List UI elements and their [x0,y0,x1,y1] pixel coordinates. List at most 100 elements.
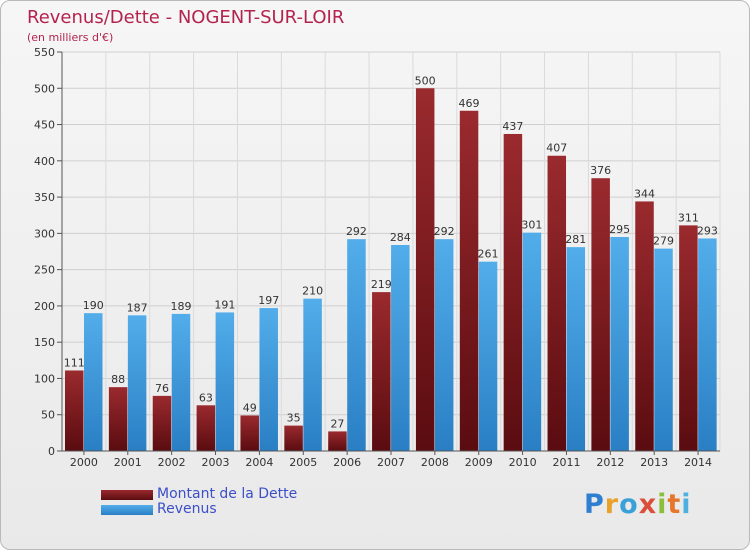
data-label-debt: 344 [634,187,655,200]
y-tick-label: 300 [34,227,55,240]
data-label-debt: 469 [459,97,480,110]
legend-swatch-debt [101,490,153,500]
bar-revenue [84,313,103,451]
data-label-debt: 219 [371,278,392,291]
y-tick-label: 550 [34,46,55,59]
chart-title: Revenus/Dette - NOGENT-SUR-LOIR [27,7,345,28]
bar-debt [284,425,303,451]
bar-revenue [259,308,278,451]
chart-subtitle: (en milliers d'€) [27,31,114,44]
x-tick-label: 2001 [114,456,142,469]
bar-revenue [478,261,498,451]
bars [65,88,717,452]
x-tick-label: 2012 [596,456,624,469]
bar-revenue [391,244,410,451]
bar-revenue [215,312,235,451]
logo-letter: i [657,489,668,520]
bar-debt [591,178,610,451]
bar-debt [108,387,128,451]
data-label-debt: 111 [64,356,85,369]
data-label-revenue: 301 [521,219,542,232]
grid [61,51,721,452]
data-label-debt: 437 [502,120,523,133]
data-label-debt: 49 [243,401,257,414]
data-label-revenue: 210 [302,285,323,298]
bar-revenue [566,247,586,451]
bar-debt [240,415,259,451]
y-tick-label: 250 [34,264,55,277]
bar-debt [328,431,347,451]
data-label-debt: 88 [111,373,125,386]
logo-letter: i [681,489,692,520]
bar-debt [415,88,435,451]
x-tick-label: 2003 [202,456,230,469]
logo-letter: P [584,489,605,520]
logo-letter: r [604,489,620,520]
data-label-debt: 500 [415,74,436,87]
bar-revenue [171,313,191,451]
data-labels: 111 190 88 187 76 189 63 191 49 197 35 210 27 292 219 2… [64,74,718,430]
x-tick-label: 2004 [245,456,273,469]
proxiti-logo: Proxiti [584,489,692,520]
y-tick-label: 350 [34,191,55,204]
bar-debt [152,395,172,451]
x-tick-label: 2007 [377,456,405,469]
bar-debt [635,201,654,451]
data-label-revenue: 279 [653,235,674,248]
x-tick-label: 2002 [158,456,186,469]
y-tick-label: 500 [34,82,55,95]
x-tick-label: 2006 [333,456,361,469]
x-tick-label: 2000 [70,456,98,469]
x-tick-label: 2009 [465,456,493,469]
bar-revenue [698,238,717,451]
data-label-debt: 76 [155,382,169,395]
bar-revenue [522,232,542,451]
x-tick-label: 2011 [552,456,580,469]
bar-debt [547,155,567,452]
bar-debt [372,292,391,451]
bar-debt [196,405,216,451]
data-label-revenue: 293 [697,224,718,237]
bar-revenue [127,315,147,451]
y-tick-label: 200 [34,300,55,313]
data-label-revenue: 292 [346,225,367,238]
y-tick-label: 50 [41,409,55,422]
data-label-revenue: 292 [434,225,455,238]
legend-label-debt: Montant de la Dette [157,486,298,502]
x-tick-label: 2005 [289,456,317,469]
data-label-debt: 311 [678,211,699,224]
legend-label-revenue: Revenus [157,501,217,517]
data-label-revenue: 191 [214,298,235,311]
logo-letter: x [638,489,658,520]
bar-revenue [303,298,322,451]
data-label-revenue: 187 [127,301,148,314]
data-label-revenue: 197 [258,294,279,307]
bar-debt [65,370,84,451]
data-label-revenue: 281 [565,233,586,246]
axes: 0 50 100 150 200 250 300 350 400 450 500 550 2000 200… [34,46,720,469]
x-tick-label: 2014 [684,456,712,469]
logo-letter: o [619,489,639,520]
x-tick-label: 2008 [421,456,449,469]
data-label-debt: 27 [330,417,344,430]
bar-debt [459,110,479,452]
y-tick-label: 400 [34,155,55,168]
bar-revenue [347,239,366,451]
y-tick-label: 150 [34,336,55,349]
data-label-revenue: 284 [390,231,411,244]
bar-revenue [654,248,673,451]
data-label-revenue: 261 [478,248,499,261]
data-label-debt: 376 [590,164,611,177]
y-tick-label: 450 [34,119,55,132]
data-label-debt: 35 [287,412,301,425]
data-label-debt: 63 [199,391,213,404]
data-label-revenue: 295 [609,223,630,236]
bar-debt [679,225,698,451]
y-tick-label: 100 [34,372,55,385]
x-tick-label: 2013 [640,456,668,469]
legend-swatch-revenue [101,505,153,515]
x-tick-label: 2010 [509,456,537,469]
bar-revenue [434,239,454,451]
